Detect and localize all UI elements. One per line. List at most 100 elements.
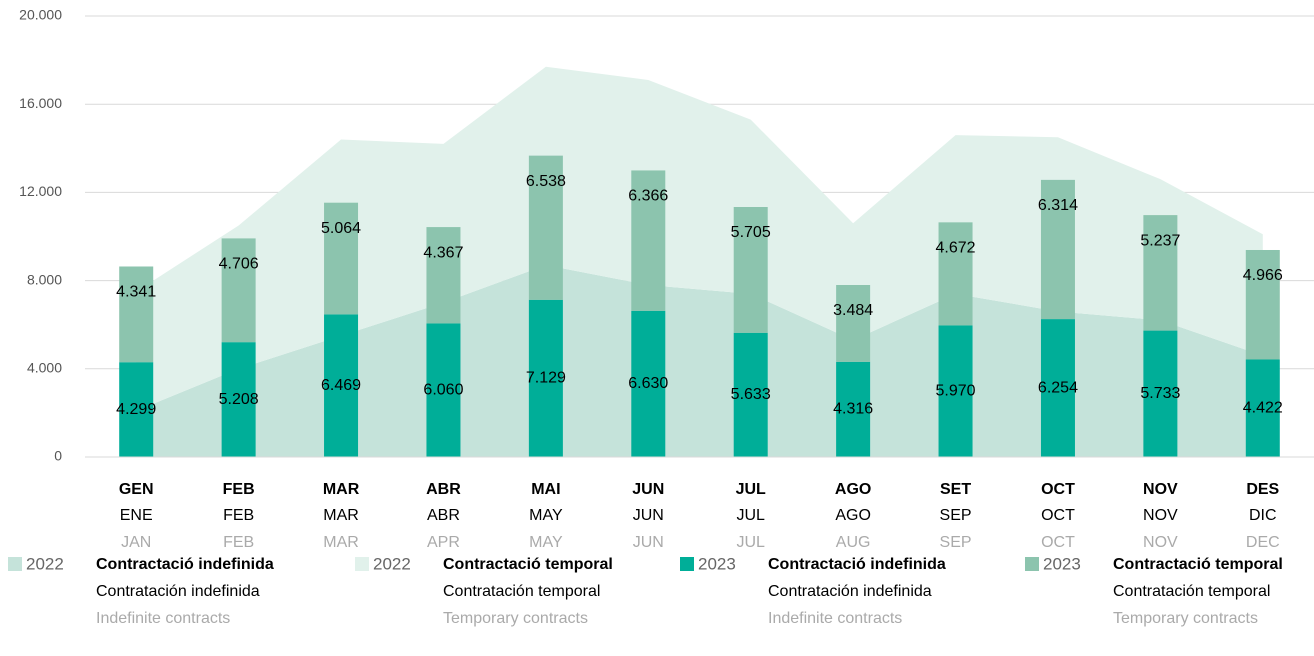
x-tick-label-es: AGO bbox=[835, 507, 871, 524]
bar bbox=[1040, 319, 1075, 457]
data-label: 6.254 bbox=[1038, 379, 1078, 396]
x-tick-label-en: MAR bbox=[323, 534, 359, 551]
data-label: 5.208 bbox=[219, 391, 259, 408]
x-tick-label-en: NOV bbox=[1143, 534, 1178, 551]
bar bbox=[119, 266, 154, 363]
x-tick-label-en: JUN bbox=[633, 534, 664, 551]
bar bbox=[1143, 215, 1178, 331]
data-label: 5.633 bbox=[731, 386, 771, 403]
legend-label-es: Contratación temporal bbox=[443, 583, 600, 600]
bar bbox=[1245, 359, 1280, 457]
x-tick-label: ABR bbox=[426, 481, 461, 498]
data-label: 5.970 bbox=[936, 382, 976, 399]
data-label: 5.064 bbox=[321, 220, 361, 237]
data-label: 4.966 bbox=[1243, 267, 1283, 284]
bar bbox=[221, 342, 256, 457]
legend-label-es: Contratación indefinida bbox=[768, 583, 932, 600]
x-tick-label-es: DIC bbox=[1249, 507, 1277, 524]
x-tick-label-en: JUL bbox=[736, 534, 765, 551]
legend-swatch bbox=[355, 557, 369, 571]
x-tick-label-es: JUL bbox=[736, 507, 765, 524]
area bbox=[136, 66, 1263, 411]
bar bbox=[733, 332, 768, 457]
data-label: 6.538 bbox=[526, 173, 566, 190]
data-label: 4.706 bbox=[219, 256, 259, 273]
x-tick-label: NOV bbox=[1143, 481, 1178, 498]
x-tick-label-en: JAN bbox=[121, 534, 151, 551]
data-label: 5.733 bbox=[1140, 385, 1180, 402]
x-tick-label-en: OCT bbox=[1041, 534, 1075, 551]
bar bbox=[324, 202, 359, 315]
legend-label-en: Temporary contracts bbox=[443, 610, 588, 627]
x-tick-label: JUN bbox=[632, 481, 664, 498]
data-label: 7.129 bbox=[526, 370, 566, 387]
x-tick-label-en: MAY bbox=[529, 534, 563, 551]
legend-label-en: Indefinite contracts bbox=[768, 610, 902, 627]
x-tick-label-es: MAR bbox=[323, 507, 359, 524]
bar bbox=[938, 222, 973, 326]
x-tick-label: MAI bbox=[531, 481, 560, 498]
legend-label: Contractació indefinida bbox=[96, 556, 274, 573]
legend-year: 2022 bbox=[26, 554, 64, 573]
data-label: 6.469 bbox=[321, 377, 361, 394]
data-label: 6.314 bbox=[1038, 197, 1078, 214]
legend-year: 2023 bbox=[1043, 554, 1081, 573]
legend-year: 2023 bbox=[698, 554, 736, 573]
legend-label-en: Temporary contracts bbox=[1113, 610, 1258, 627]
x-tick-label: OCT bbox=[1041, 481, 1075, 498]
bar bbox=[221, 238, 256, 343]
legend-swatch bbox=[680, 557, 694, 571]
data-label: 4.422 bbox=[1243, 399, 1283, 416]
x-tick-label: DES bbox=[1246, 481, 1279, 498]
legend-label: Contractació temporal bbox=[443, 556, 613, 573]
bar bbox=[938, 325, 973, 457]
data-label: 5.237 bbox=[1140, 232, 1180, 249]
x-tick-label: JUL bbox=[736, 481, 766, 498]
y-tick-label: 16.000 bbox=[19, 95, 62, 111]
area bbox=[136, 265, 1263, 457]
bar bbox=[631, 170, 666, 311]
bar bbox=[528, 155, 563, 300]
data-label: 4.672 bbox=[936, 240, 976, 257]
bar bbox=[1245, 249, 1280, 360]
x-tick-label-es: MAY bbox=[529, 507, 563, 524]
x-tick-label: GEN bbox=[119, 481, 154, 498]
x-tick-label-en: AUG bbox=[836, 534, 871, 551]
data-label: 6.060 bbox=[423, 381, 463, 398]
x-tick-label: MAR bbox=[323, 481, 360, 498]
legend-label-en: Indefinite contracts bbox=[96, 610, 230, 627]
bar bbox=[324, 314, 359, 457]
legend-year: 2022 bbox=[373, 554, 411, 573]
x-tick-label-es: NOV bbox=[1143, 507, 1178, 524]
x-tick-label-es: ENE bbox=[120, 507, 153, 524]
y-tick-label: 4.000 bbox=[27, 360, 62, 376]
bar bbox=[631, 310, 666, 457]
x-tick-label-en: FEB bbox=[223, 534, 254, 551]
data-label: 6.366 bbox=[628, 188, 668, 205]
legend-swatch bbox=[1025, 557, 1039, 571]
bar bbox=[836, 361, 871, 457]
y-tick-label: 20.000 bbox=[19, 7, 62, 23]
data-label: 4.316 bbox=[833, 401, 873, 418]
bar bbox=[836, 285, 871, 362]
x-tick-label-en: APR bbox=[427, 534, 460, 551]
x-tick-label-es: JUN bbox=[633, 507, 664, 524]
bar bbox=[1143, 330, 1178, 457]
bar bbox=[426, 323, 461, 457]
data-label: 5.705 bbox=[731, 224, 771, 241]
legend-label-es: Contratación indefinida bbox=[96, 583, 260, 600]
data-label: 4.367 bbox=[423, 244, 463, 261]
data-label: 4.299 bbox=[116, 401, 156, 418]
legend-label: Contractació indefinida bbox=[768, 556, 946, 573]
data-label: 6.630 bbox=[628, 375, 668, 392]
bar bbox=[528, 299, 563, 457]
x-tick-label-es: SEP bbox=[940, 507, 972, 524]
data-label: 3.484 bbox=[833, 302, 873, 319]
x-tick-label-es: FEB bbox=[223, 507, 254, 524]
x-tick-label-es: OCT bbox=[1041, 507, 1075, 524]
y-tick-label: 8.000 bbox=[27, 271, 62, 287]
x-tick-label: AGO bbox=[835, 481, 871, 498]
bar bbox=[119, 362, 154, 457]
data-label: 4.341 bbox=[116, 284, 156, 301]
